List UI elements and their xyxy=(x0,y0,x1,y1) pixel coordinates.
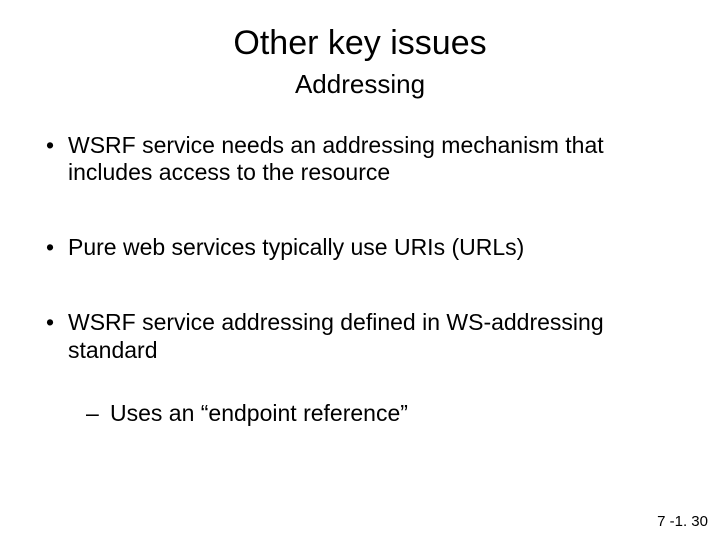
slide-subtitle: Addressing xyxy=(40,69,680,100)
sub-bullet-list: Uses an “endpoint reference” xyxy=(86,400,680,427)
bullet-text: WSRF service addressing defined in WS-ad… xyxy=(68,309,604,362)
bullet-text: WSRF service needs an addressing mechani… xyxy=(68,132,604,185)
sub-bullet-item: Uses an “endpoint reference” xyxy=(86,400,680,427)
bullet-item: WSRF service needs an addressing mechani… xyxy=(40,132,680,186)
bullet-item: WSRF service addressing defined in WS-ad… xyxy=(40,309,680,426)
sub-bullet-text: Uses an “endpoint reference” xyxy=(110,400,408,426)
bullet-item: Pure web services typically use URIs (UR… xyxy=(40,234,680,261)
slide-title: Other key issues xyxy=(40,24,680,63)
bullet-text: Pure web services typically use URIs (UR… xyxy=(68,234,524,260)
bullet-list: WSRF service needs an addressing mechani… xyxy=(40,132,680,427)
slide-content: WSRF service needs an addressing mechani… xyxy=(40,132,680,427)
slide: Other key issues Addressing WSRF service… xyxy=(0,0,720,540)
slide-number: 7 -1. 30 xyxy=(657,513,708,530)
